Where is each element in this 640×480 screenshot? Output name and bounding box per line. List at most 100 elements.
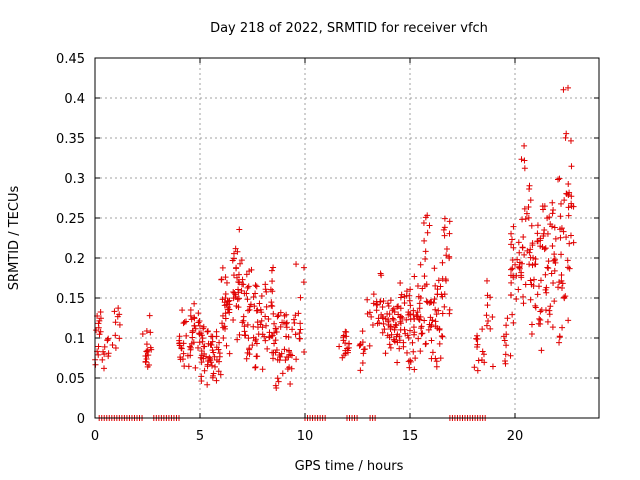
data-point	[245, 335, 252, 342]
data-point	[198, 332, 205, 339]
data-point	[532, 261, 539, 268]
data-point	[265, 316, 272, 323]
data-point	[426, 222, 433, 229]
data-point	[443, 277, 450, 284]
data-point	[272, 325, 279, 332]
data-point	[563, 234, 570, 241]
data-point	[390, 336, 397, 343]
data-point	[218, 276, 225, 283]
data-point	[282, 357, 289, 364]
data-point	[401, 300, 408, 307]
data-point	[473, 335, 480, 342]
data-point	[295, 310, 302, 317]
data-point	[401, 293, 408, 300]
data-point	[183, 332, 190, 339]
data-point	[418, 325, 425, 332]
data-point	[222, 274, 229, 281]
data-point	[210, 349, 217, 356]
data-point	[446, 253, 453, 260]
data-point	[391, 326, 398, 333]
data-point	[411, 329, 418, 336]
data-point	[417, 294, 424, 301]
data-point	[530, 282, 537, 289]
data-point	[537, 277, 544, 284]
data-point	[406, 292, 413, 299]
data-point	[244, 296, 251, 303]
data-point	[266, 334, 273, 341]
data-point	[549, 243, 556, 250]
data-point	[542, 245, 549, 252]
data-point	[417, 348, 424, 355]
data-point	[235, 278, 242, 285]
data-point	[545, 265, 552, 272]
data-point	[435, 277, 442, 284]
data-point	[534, 238, 541, 245]
data-point	[439, 259, 446, 266]
data-point	[555, 176, 562, 183]
data-point	[204, 381, 211, 388]
data-point	[232, 245, 239, 252]
data-point	[115, 305, 122, 312]
x-tick-label: 5	[196, 429, 204, 444]
data-point	[178, 345, 185, 352]
data-point	[234, 296, 241, 303]
data-point	[407, 358, 414, 365]
data-point	[393, 322, 400, 329]
data-point	[396, 337, 403, 344]
data-point	[181, 319, 188, 326]
data-point	[428, 337, 435, 344]
data-point	[236, 331, 243, 338]
data-point	[532, 304, 539, 311]
data-point	[241, 323, 248, 330]
data-point	[357, 341, 364, 348]
data-point	[370, 300, 377, 307]
data-point	[259, 324, 266, 331]
data-point	[375, 315, 382, 322]
data-point	[439, 310, 446, 317]
y-axis-label: SRMTID / TECUs	[7, 186, 22, 291]
data-point	[289, 326, 296, 333]
data-point	[537, 237, 544, 244]
data-point	[516, 265, 523, 272]
data-point	[407, 286, 414, 293]
data-point	[503, 342, 510, 349]
data-point	[95, 343, 102, 350]
data-point	[222, 291, 229, 298]
data-point	[241, 290, 248, 297]
data-point	[373, 307, 380, 314]
data-point	[264, 345, 271, 352]
data-point	[521, 157, 528, 164]
data-point	[446, 230, 453, 237]
data-point	[521, 205, 528, 212]
data-point	[374, 301, 381, 308]
data-point	[237, 260, 244, 267]
data-point	[528, 331, 535, 338]
data-point	[421, 237, 428, 244]
data-point	[567, 232, 574, 239]
data-point	[112, 332, 119, 339]
data-point	[522, 215, 529, 222]
data-point	[557, 226, 564, 233]
data-point	[217, 371, 224, 378]
data-point	[296, 330, 303, 337]
data-point	[558, 200, 565, 207]
data-point	[565, 204, 572, 211]
data-point	[526, 261, 533, 268]
chart-title: Day 218 of 2022, SRMTID for receiver vfc…	[210, 21, 488, 36]
data-point	[528, 222, 535, 229]
data-point	[384, 300, 391, 307]
data-point	[196, 318, 203, 325]
data-point	[258, 293, 265, 300]
data-point	[441, 232, 448, 239]
data-point	[366, 342, 373, 349]
data-point	[406, 364, 413, 371]
data-point	[386, 334, 393, 341]
data-point	[387, 297, 394, 304]
data-point	[357, 367, 364, 374]
data-point	[253, 283, 260, 290]
data-point	[509, 236, 516, 243]
data-point	[432, 355, 439, 362]
data-point	[397, 320, 404, 327]
data-point	[446, 218, 453, 225]
